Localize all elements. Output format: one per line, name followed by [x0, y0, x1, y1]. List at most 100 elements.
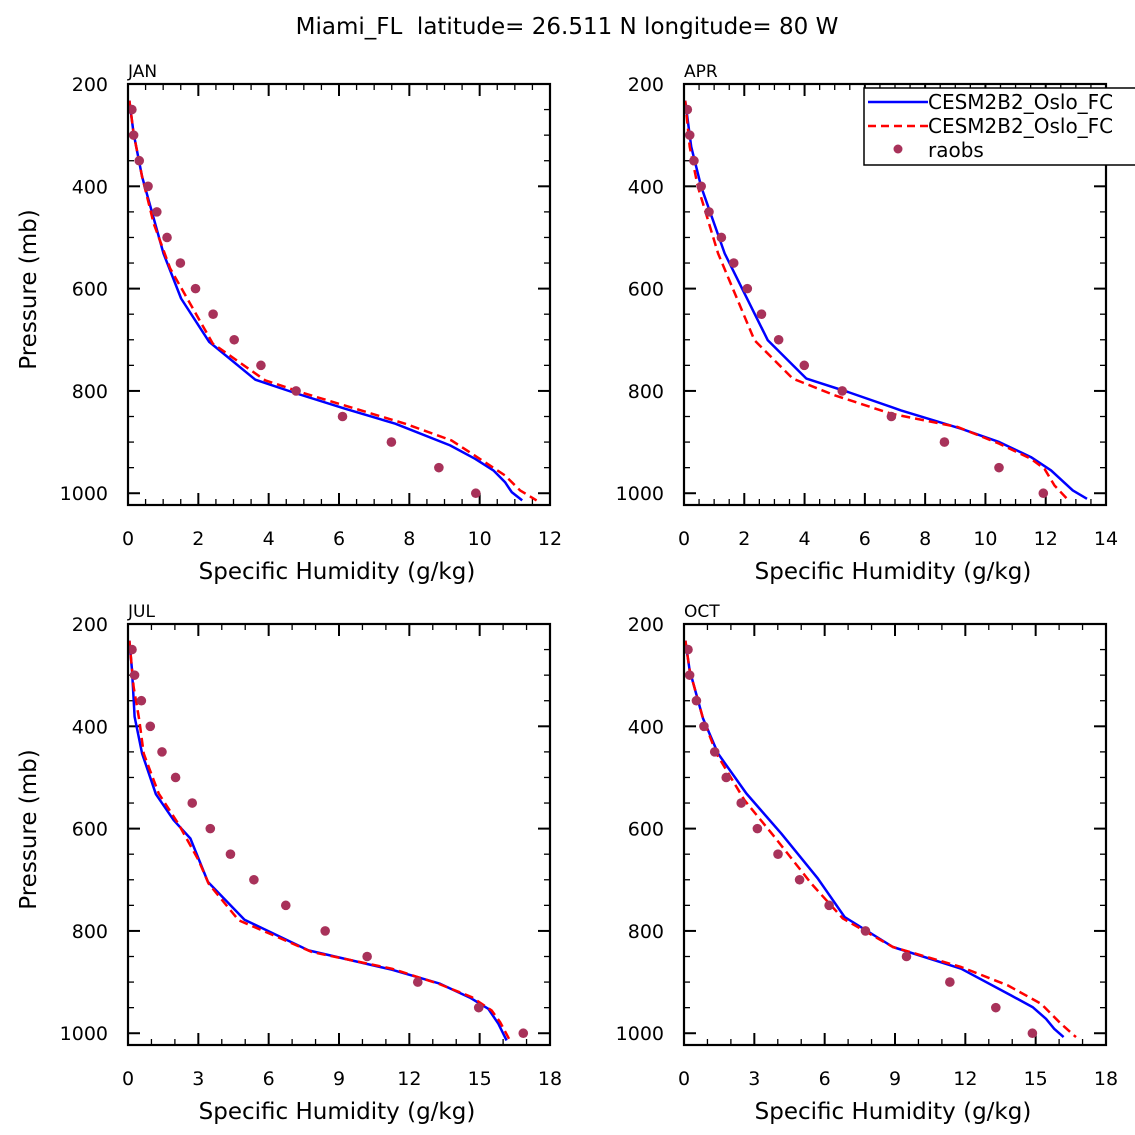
panel-oct: OCT 0 3 6 9 12 15 18 200 400 600 800 1000 Specific Hu…	[616, 602, 1118, 1125]
raobs-point	[162, 232, 172, 243]
raobs-point	[129, 670, 140, 680]
raobs-point	[280, 900, 291, 911]
raobs-point	[886, 411, 897, 422]
x-tick-label: 0	[678, 528, 690, 550]
plot-area	[684, 100, 1088, 500]
plot-frame	[682, 622, 1108, 1047]
raobs-point	[1038, 488, 1049, 499]
x-tick-label: 10	[973, 528, 997, 550]
raobs-point	[473, 1002, 484, 1013]
raobs-point	[225, 849, 236, 859]
x-axis-label: Specific Humidity (g/kg)	[755, 1099, 1032, 1125]
raobs-point	[991, 1002, 1001, 1013]
y-tick-label: 600	[72, 819, 108, 841]
raobs-point	[208, 309, 218, 319]
legend-dot-icon	[893, 144, 903, 154]
raobs-point	[860, 926, 871, 936]
x-tick-label: 2	[738, 528, 750, 550]
series-line-model-solid	[128, 640, 508, 1041]
raobs-point	[824, 900, 834, 911]
y-tick-label: 800	[628, 921, 664, 943]
x-tick-label: 15	[1024, 1068, 1048, 1090]
raobs-point	[939, 437, 950, 447]
raobs-point	[190, 283, 201, 294]
panel-jul: JUL 0 3 6 9 12 15 18 200 400 600 800 1000 Specific Hu…	[16, 602, 562, 1125]
x-tick-label: 3	[748, 1068, 760, 1090]
raobs-point	[362, 951, 372, 962]
legend-label-model-dashed: CESM2B2_Oslo_FC	[928, 114, 1113, 138]
raobs-point	[736, 798, 747, 808]
y-tick-label: 200	[72, 74, 108, 96]
series-line-model-solid	[684, 640, 1065, 1039]
raobs-point	[742, 283, 753, 294]
panel-title: OCT	[684, 602, 720, 622]
raobs-point	[773, 334, 784, 345]
y-tick-label: 600	[72, 279, 108, 301]
y-tick-label: 200	[72, 614, 108, 636]
x-tick-label: 9	[889, 1068, 901, 1090]
x-tick-label: 6	[819, 1068, 831, 1090]
x-tick-label: 3	[192, 1068, 204, 1090]
legend-label-model-solid: CESM2B2_Oslo_FC	[928, 90, 1113, 114]
y-tick-label: 600	[628, 279, 664, 301]
raobs-point	[696, 181, 706, 192]
raobs-point	[128, 644, 137, 655]
raobs-point	[901, 951, 912, 962]
raobs-point	[256, 360, 266, 371]
x-tick-label: 4	[263, 528, 275, 550]
y-tick-label: 400	[628, 176, 664, 198]
series-line-model-dashed	[684, 640, 1077, 1039]
y-tick-label: 200	[628, 74, 664, 96]
x-tick-label: 6	[263, 1068, 275, 1090]
raobs-point	[337, 411, 348, 422]
x-tick-label: 10	[468, 528, 492, 550]
raobs-point	[134, 155, 145, 166]
y-axis-label: Pressure (mb)	[16, 209, 42, 369]
raobs-point	[187, 798, 198, 808]
x-tick-label: 9	[333, 1068, 345, 1090]
x-tick-label: 4	[799, 528, 811, 550]
x-tick-label: 15	[468, 1068, 492, 1090]
x-tick-label: 12	[538, 528, 562, 550]
raobs-point	[704, 207, 714, 217]
legend-label-raobs: raobs	[928, 138, 984, 162]
raobs-point	[799, 360, 810, 371]
y-tick-label: 400	[72, 176, 108, 198]
plot-frame	[126, 82, 552, 507]
plot-area	[128, 100, 538, 502]
raobs-point	[291, 386, 301, 396]
raobs-point	[470, 488, 481, 499]
y-tick-label: 1000	[616, 483, 664, 505]
y-axis-label: Pressure (mb)	[16, 749, 42, 909]
y-tick-label: 600	[628, 819, 664, 841]
raobs-point	[709, 747, 720, 757]
raobs-point	[145, 721, 156, 732]
raobs-point	[143, 181, 153, 192]
plot-area	[128, 640, 529, 1041]
y-tick-label: 1000	[60, 1023, 108, 1045]
raobs-point	[945, 977, 955, 987]
x-tick-label: 8	[919, 528, 931, 550]
series-line-model-dashed	[684, 100, 1069, 500]
raobs-point	[699, 721, 709, 732]
y-tick-label: 1000	[616, 1023, 664, 1045]
raobs-point	[994, 462, 1004, 473]
raobs-point	[205, 823, 216, 834]
raobs-point	[136, 695, 147, 706]
x-tick-label: 6	[859, 528, 871, 550]
x-tick-label: 8	[403, 528, 415, 550]
raobs-point	[175, 258, 186, 268]
raobs-point	[128, 104, 137, 115]
plot-area	[684, 640, 1077, 1039]
x-tick-label: 12	[1034, 528, 1058, 550]
x-axis-label: Specific Humidity (g/kg)	[755, 559, 1032, 585]
x-tick-label: 6	[333, 528, 345, 550]
x-tick-label: 14	[1094, 528, 1118, 550]
raobs-point	[837, 386, 848, 396]
y-tick-label: 400	[72, 716, 108, 738]
panel-jan: JAN 0 2 4 6 8 10 12 200 400 600 800 1000 Specific Hum…	[16, 62, 562, 585]
raobs-point	[773, 849, 783, 859]
raobs-point	[412, 977, 423, 987]
